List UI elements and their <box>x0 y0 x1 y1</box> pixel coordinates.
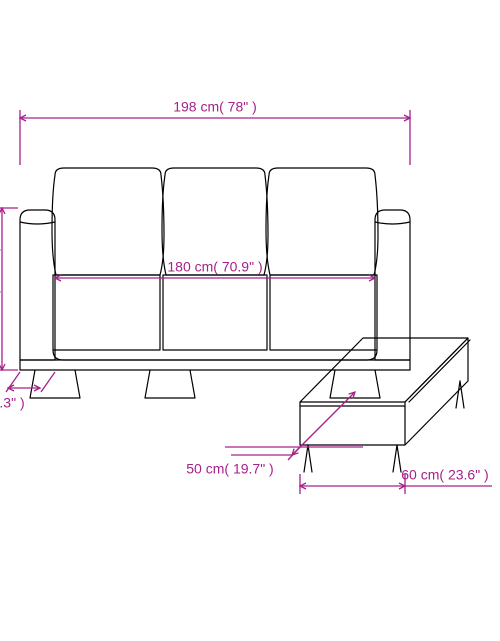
ottoman-outline <box>300 338 470 472</box>
dim-armrest-depth: .3" ) <box>0 395 25 411</box>
sofa-outline <box>20 168 410 398</box>
dim-seat-width: 180 cm( 70.9" ) <box>167 259 262 275</box>
dim-height-back: 60 cm( 23.6" ) <box>0 246 1 333</box>
dim-ottoman-depth: 50 cm( 19.7" ) <box>186 461 273 477</box>
dim-width-total: 198 cm( 78" ) <box>173 99 257 115</box>
sofa-dimension-diagram: 198 cm( 78" ) 180 cm( 70.9" ) 60 cm( 23.… <box>0 0 500 641</box>
dim-ottoman-width: 60 cm( 23.6" ) <box>401 467 488 483</box>
dimension-labels: 198 cm( 78" ) 180 cm( 70.9" ) 60 cm( 23.… <box>0 99 489 483</box>
